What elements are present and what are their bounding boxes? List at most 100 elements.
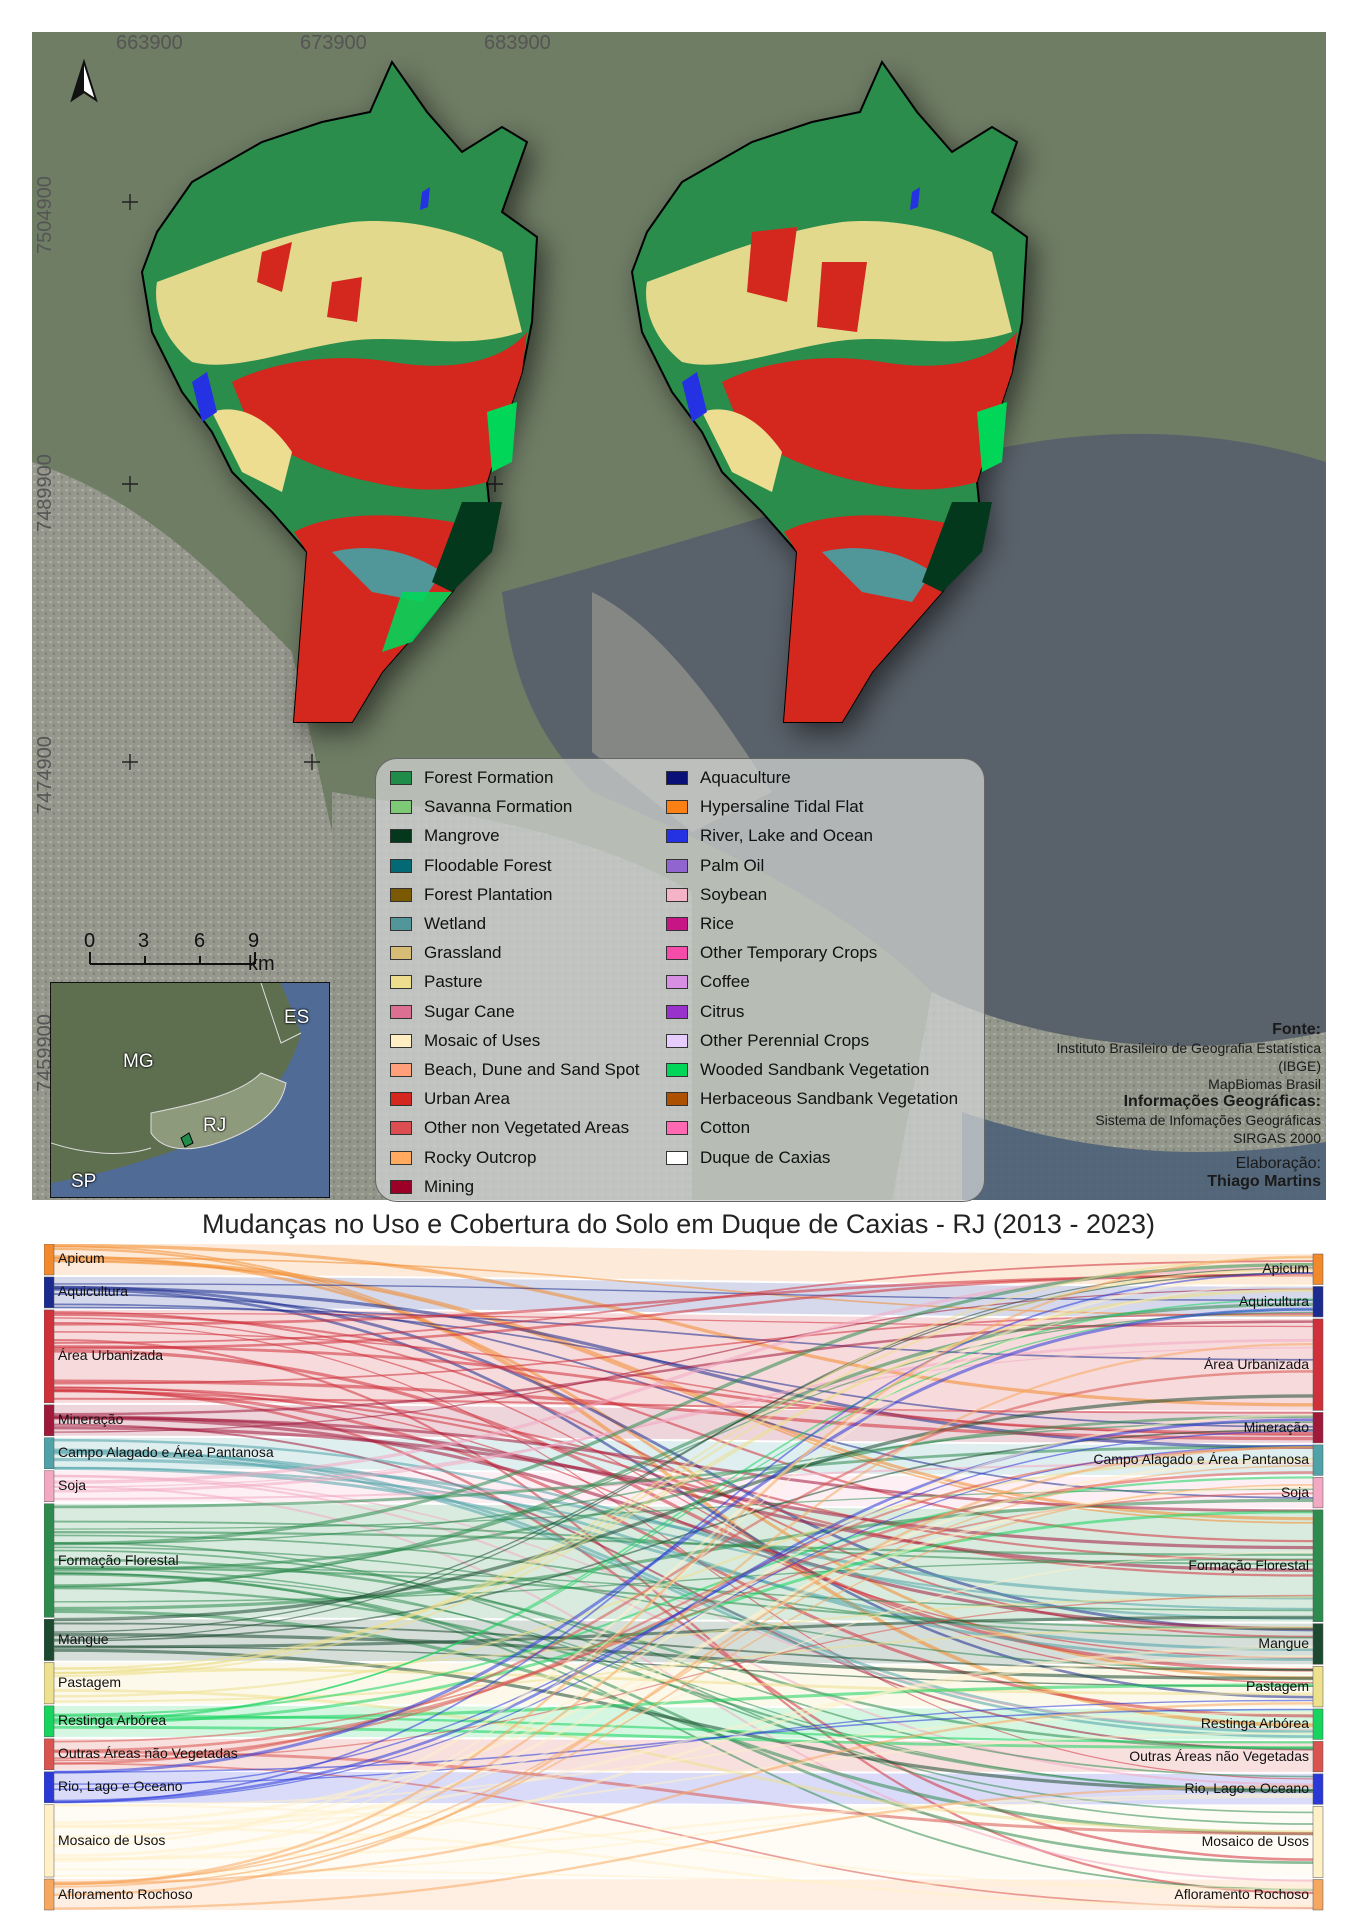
legend-label: Grassland	[424, 943, 502, 963]
sankey-flow	[53, 1688, 1314, 1834]
sankey-band	[54, 1804, 1313, 1878]
sankey-flow	[53, 1288, 1314, 1433]
sankey-flow	[53, 1444, 1314, 1804]
sankey-node-2023	[1312, 1666, 1324, 1708]
sankey-flow	[53, 1655, 1314, 1828]
sankey-node-2013	[44, 1503, 55, 1618]
legend-item: Mining	[390, 1176, 474, 1198]
legend-swatch	[390, 1004, 412, 1019]
sankey-node-2013	[44, 1470, 55, 1502]
legend-item: Coffee	[666, 971, 750, 993]
legend-swatch	[390, 887, 412, 902]
sankey-node-label-right: Campo Alagado e Área Pantanosa	[1093, 1451, 1309, 1468]
legend-item: Grassland	[390, 942, 501, 964]
sankey-node-label-right: Afloramento Rochoso	[1174, 1885, 1309, 1902]
sankey-flow	[53, 1551, 1314, 1838]
bay-water	[502, 433, 1326, 1047]
legend-label: Hypersaline Tidal Flat	[700, 797, 864, 817]
x-tick-label: 663900	[116, 32, 183, 54]
sankey-node-label-right: Outras Áreas não Vegetadas	[1129, 1747, 1309, 1764]
sankey-node-2023	[1312, 1806, 1324, 1878]
sankey-flow	[53, 1255, 1314, 1680]
sankey-node-2023	[1312, 1879, 1324, 1911]
legend-swatch	[666, 1092, 688, 1107]
legend-item: Other Temporary Crops	[666, 942, 877, 964]
credits-info-line: Sistema de Infomações Geográficas	[1095, 1112, 1321, 1128]
sankey-flow	[53, 1272, 1314, 1803]
credits-source-title: Fonte:	[1272, 1021, 1321, 1038]
sankey-flow	[53, 1256, 1314, 1674]
legend-item: Other non Vegetated Areas	[390, 1117, 629, 1139]
sankey-node-label-right: Pastagem	[1245, 1677, 1309, 1694]
legend-item: Savanna Formation	[390, 796, 572, 818]
legend-item: Rocky Outcrop	[390, 1147, 536, 1169]
legend-label: Urban Area	[424, 1089, 510, 1109]
sankey-node-label-left: Afloramento Rochoso	[58, 1885, 193, 1902]
legend-label: Forest Plantation	[424, 884, 553, 904]
legend-swatch	[390, 800, 412, 815]
legend-label: Mosaic of Uses	[424, 1030, 541, 1050]
legend-label: Aquaculture	[700, 768, 791, 787]
legend-item: River, Lake and Ocean	[666, 825, 873, 847]
sankey-node-label-left: Mosaico de Usos	[58, 1831, 166, 1848]
sankey-node-label-left: Formação Florestal	[58, 1551, 179, 1568]
sankey-flow	[53, 1460, 1314, 1858]
north-arrow-icon	[70, 58, 98, 103]
y-tick-label: 7504900	[34, 176, 56, 254]
legend-label: Palm Oil	[700, 855, 765, 875]
sankey-node-2013	[44, 1878, 55, 1911]
sankey-flow	[53, 1415, 1314, 1572]
sankey-flow	[53, 1793, 1314, 1861]
legend-label: Forest Formation	[424, 768, 554, 787]
legend-item: Sugar Cane	[390, 1001, 515, 1023]
sankey-flow	[53, 1446, 1314, 1897]
sankey-flow	[53, 1667, 1314, 1696]
legend-label: Other non Vegetated Areas	[424, 1118, 630, 1138]
sankey-node-label-left: Mangue	[58, 1630, 109, 1647]
sankey-flow	[53, 1546, 1314, 1671]
legend-item: Soybean	[666, 884, 767, 906]
sankey-node-label-right: Área Urbanizada	[1203, 1355, 1309, 1372]
credits-elab-title: Elaboração:	[1235, 1155, 1321, 1172]
legend-swatch	[666, 858, 688, 873]
sankey-band	[54, 1244, 1313, 1285]
sankey-flow	[53, 1483, 1314, 1888]
sankey-band	[54, 1738, 1313, 1772]
legend-label: Floodable Forest	[424, 855, 552, 875]
sankey-flow	[53, 1313, 1314, 1543]
sankey-flow	[53, 1288, 1314, 1678]
district-map-2023	[630, 59, 1035, 732]
sankey-node-2023	[1312, 1773, 1324, 1805]
sankey-node-label-left: Pastagem	[58, 1674, 122, 1691]
legend-item: Wetland	[390, 913, 486, 935]
sankey-node-2023	[1312, 1623, 1324, 1665]
inset-label-mg: MG	[123, 1051, 154, 1072]
legend-label: Rice	[700, 914, 735, 933]
sankey-node-2013	[44, 1309, 55, 1404]
sankey-flow	[53, 1571, 1314, 1891]
legend-label: Mining	[424, 1176, 475, 1196]
credits-author: Thiago Martins	[1207, 1173, 1321, 1190]
legend-swatch	[666, 946, 688, 961]
legend-item: Hypersaline Tidal Flat	[666, 796, 863, 818]
credits-source-line: (IBGE)	[1278, 1058, 1321, 1074]
sankey-flow	[53, 1416, 1314, 1631]
sankey-flow	[53, 1430, 1314, 1791]
sankey-flow	[53, 1725, 1314, 1749]
legend-swatch	[390, 917, 412, 931]
inset-map-drawing	[51, 983, 329, 1197]
sankey-node-2023	[1312, 1253, 1324, 1285]
legend-label: Wetland	[424, 914, 487, 933]
sankey-node-2013	[44, 1804, 55, 1878]
sankey-flow	[53, 1308, 1314, 1721]
sankey-flow	[53, 1414, 1314, 1841]
legend-swatch	[390, 1033, 412, 1048]
credits-info-title: Informações Geográficas:	[1123, 1093, 1321, 1110]
sankey-flow	[53, 1262, 1314, 1546]
legend-swatch	[666, 887, 688, 902]
legend-swatch	[666, 800, 688, 815]
map-credits: Fonte: Instituto Brasileiro de Geografia…	[981, 1021, 1321, 1191]
legend-item: Forest Plantation	[390, 884, 553, 906]
legend-item: Citrus	[666, 1001, 744, 1023]
legend-label: Sugar Cane	[424, 1001, 515, 1021]
